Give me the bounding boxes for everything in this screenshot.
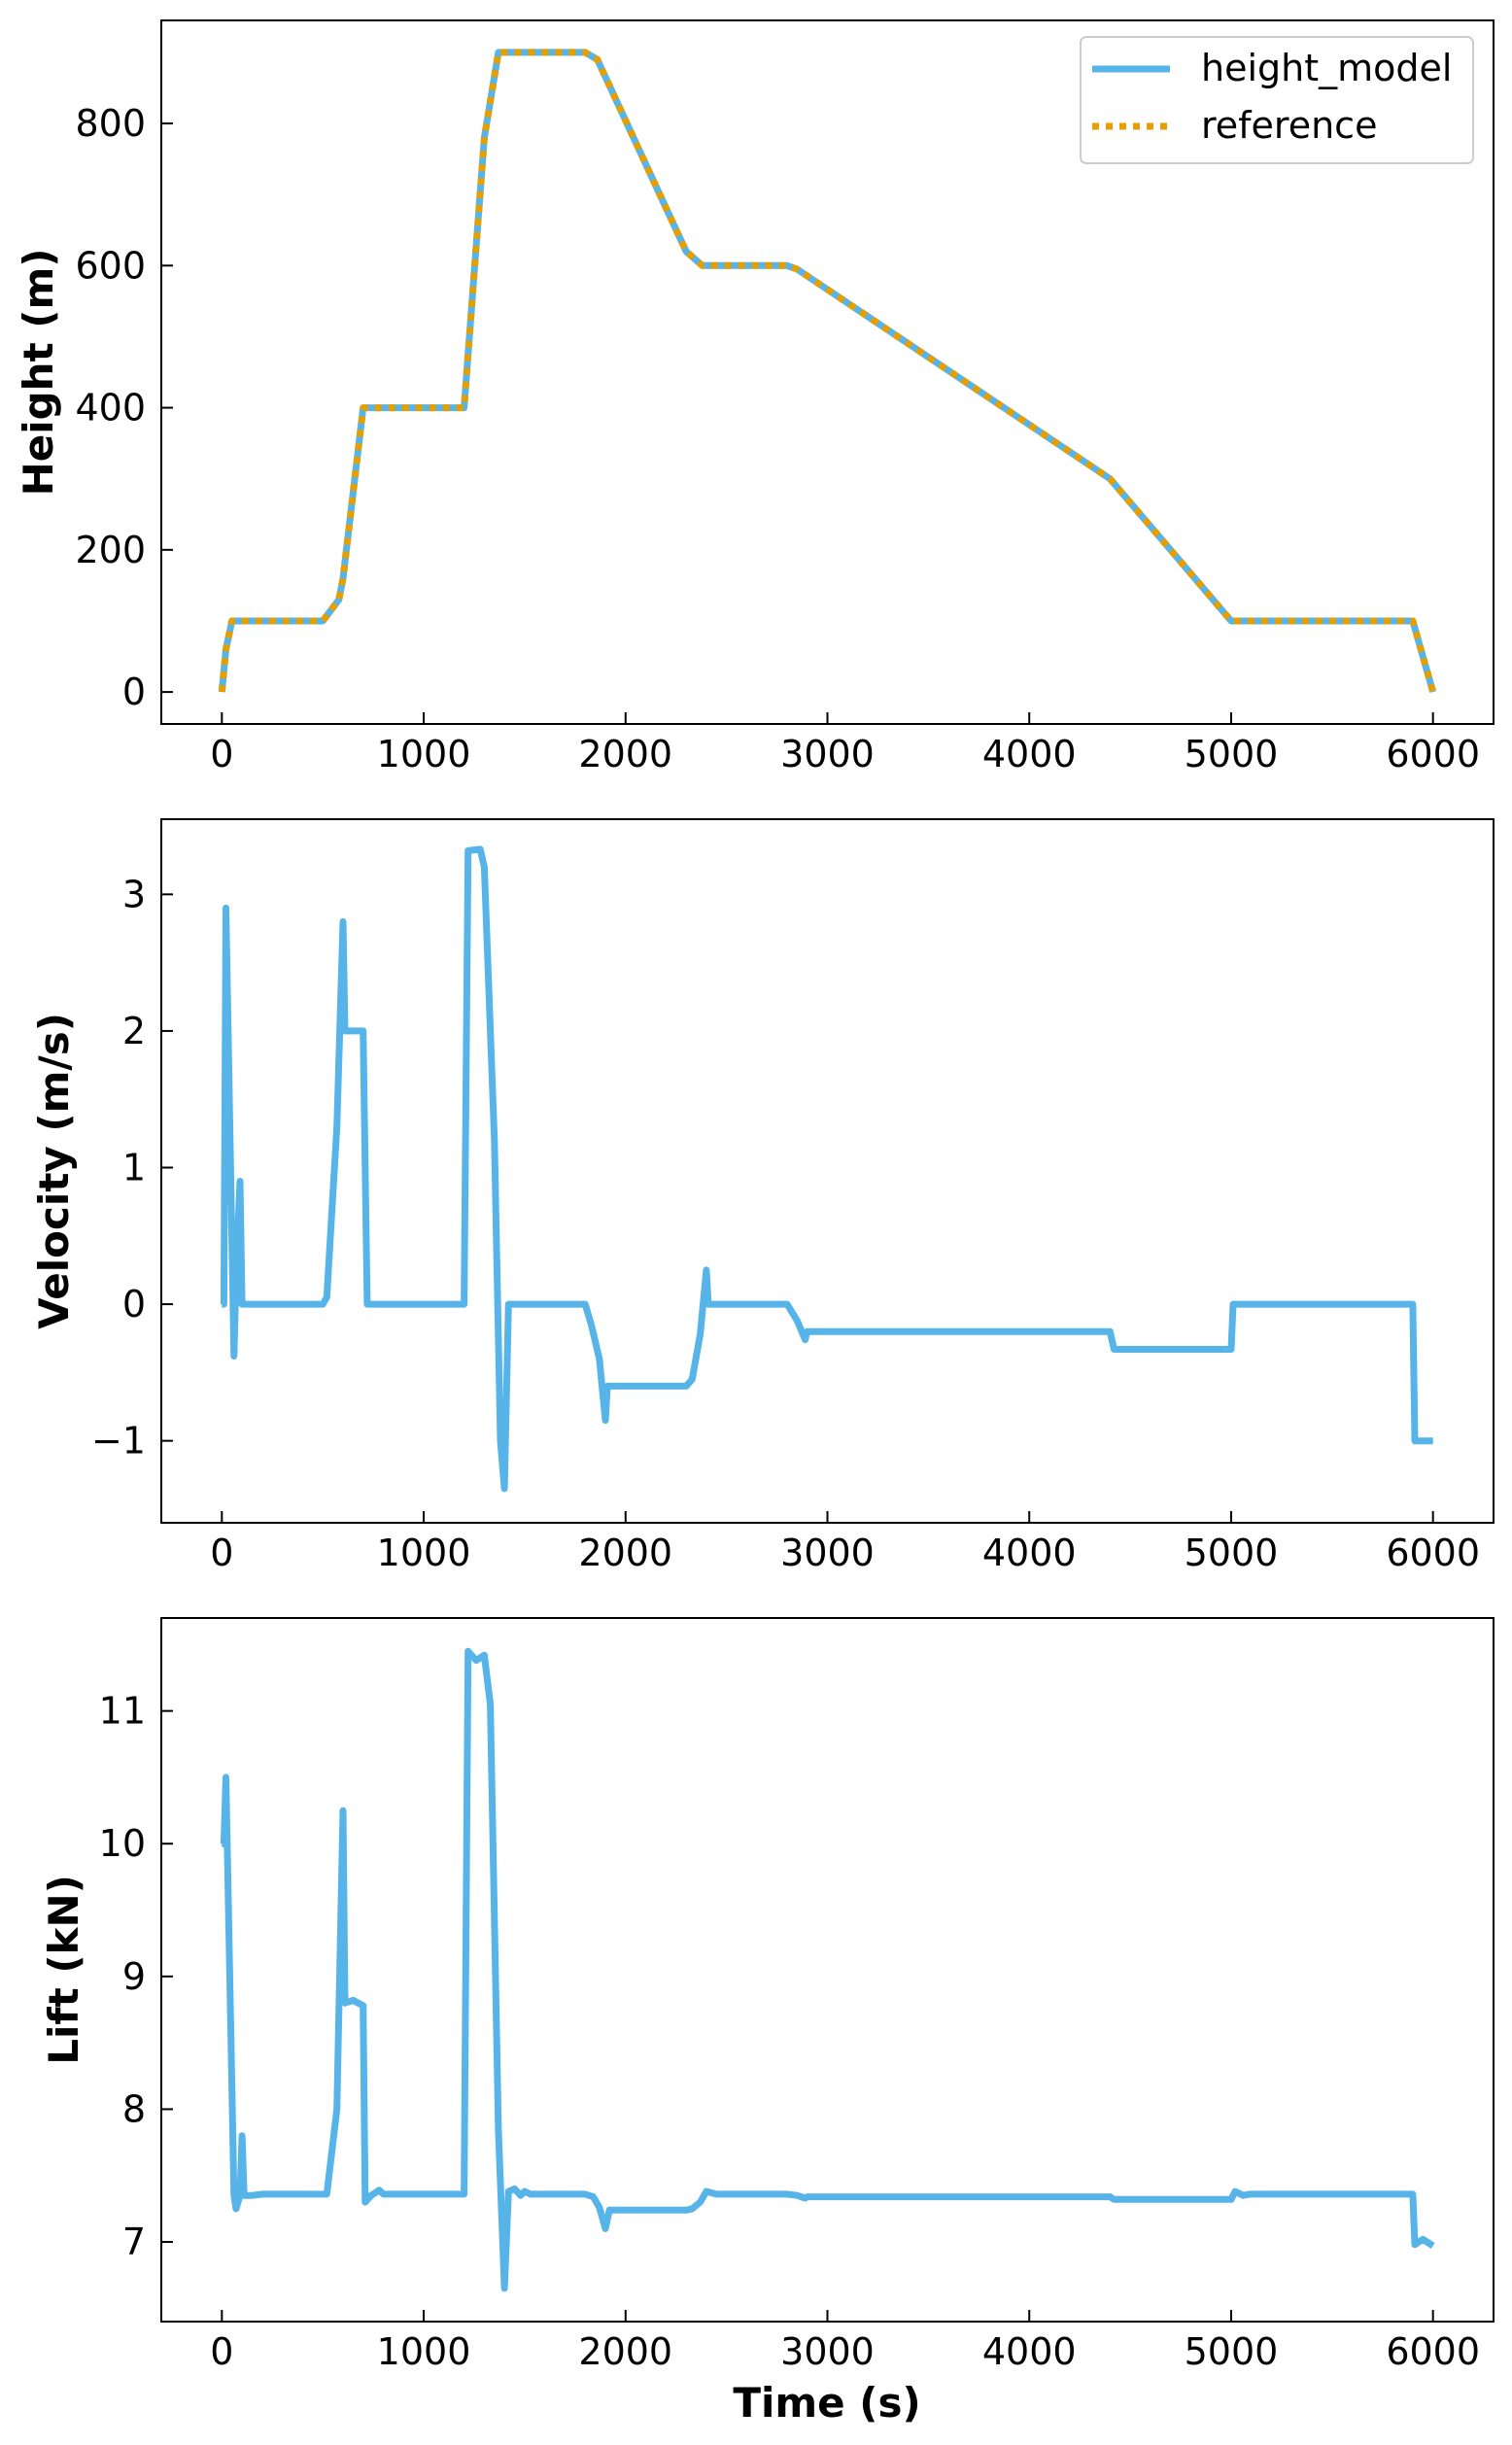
lift-plot: 0 1000 2000 3000 4000 5000 6000 7 8 9 10 11 Lift (k… xyxy=(40,1617,1495,2427)
y-tick-label: 3 xyxy=(122,873,146,915)
x-tick-label: 2000 xyxy=(578,733,672,775)
velocity-plot-lines xyxy=(220,845,1433,1493)
x-tick-label: 4000 xyxy=(982,1532,1077,1574)
velocity-y-axis-label: Velocity (m/s) xyxy=(30,1013,78,1329)
y-tick-label: 8 xyxy=(122,2087,146,2130)
lift-plot-ticks: 0 1000 2000 3000 4000 5000 6000 7 8 9 10 11 xyxy=(99,1690,1480,2373)
y-tick-label: 10 xyxy=(99,1822,146,1865)
y-tick-label: 7 xyxy=(122,2221,146,2263)
y-tick-label: 200 xyxy=(75,529,146,571)
x-tick-label: 1000 xyxy=(377,2330,471,2373)
x-tick-label: 3000 xyxy=(780,2330,875,2373)
series-line-reference xyxy=(218,49,1437,694)
legend-box xyxy=(1080,36,1474,164)
x-tick-label: 0 xyxy=(210,733,233,775)
x-tick-label: 4000 xyxy=(982,2330,1077,2373)
y-tick-label: 1 xyxy=(122,1146,146,1188)
velocity-plot: 0 1000 2000 3000 4000 5000 6000 −1 0 1 2 3 Velocity… xyxy=(30,818,1495,1574)
series-line-panel1 xyxy=(220,845,1433,1493)
x-tick-label: 1000 xyxy=(377,733,471,775)
height-y-axis-label: Height (m) xyxy=(15,249,62,497)
x-tick-label: 5000 xyxy=(1185,2330,1279,2373)
lift-plot-lines xyxy=(220,1647,1435,2292)
x-tick-label: 5000 xyxy=(1185,733,1279,775)
height-plot-lines xyxy=(218,49,1437,694)
y-tick-label: 0 xyxy=(122,671,146,713)
legend: height_model reference xyxy=(1080,36,1474,164)
x-axis-label: Time (s) xyxy=(733,2379,920,2427)
x-tick-label: 3000 xyxy=(780,733,875,775)
y-tick-label: 11 xyxy=(99,1690,146,1733)
lift-y-axis-label: Lift (kN) xyxy=(40,1875,87,2065)
y-tick-label: −1 xyxy=(91,1420,146,1463)
x-tick-label: 6000 xyxy=(1386,2330,1480,2373)
series-line-panel2 xyxy=(220,1647,1435,2292)
height-plot-ticks: 0 1000 2000 3000 4000 5000 6000 0 200 400 600 800 xyxy=(75,102,1480,775)
y-tick-label: 400 xyxy=(75,387,146,430)
x-tick-label: 0 xyxy=(210,2330,233,2373)
x-tick-label: 6000 xyxy=(1386,1532,1480,1574)
legend-height-model-label: height_model xyxy=(1201,47,1452,89)
x-tick-label: 2000 xyxy=(578,2330,672,2373)
height-plot: 0 1000 2000 3000 4000 5000 6000 0 200 400 600 800 H… xyxy=(15,19,1495,775)
y-tick-label: 800 xyxy=(75,102,146,145)
x-tick-label: 0 xyxy=(210,1532,233,1574)
y-tick-label: 2 xyxy=(122,1010,146,1052)
x-tick-label: 6000 xyxy=(1386,733,1480,775)
x-tick-label: 4000 xyxy=(982,733,1077,775)
velocity-plot-ticks: 0 1000 2000 3000 4000 5000 6000 −1 0 1 2 3 xyxy=(91,873,1480,1574)
x-tick-label: 2000 xyxy=(578,1532,672,1574)
x-tick-label: 3000 xyxy=(780,1532,875,1574)
legend-reference-label: reference xyxy=(1201,104,1377,147)
x-tick-label: 5000 xyxy=(1185,1532,1279,1574)
y-tick-label: 600 xyxy=(75,244,146,287)
x-tick-label: 1000 xyxy=(377,1532,471,1574)
y-tick-label: 9 xyxy=(122,1955,146,1998)
y-tick-label: 0 xyxy=(122,1283,146,1326)
